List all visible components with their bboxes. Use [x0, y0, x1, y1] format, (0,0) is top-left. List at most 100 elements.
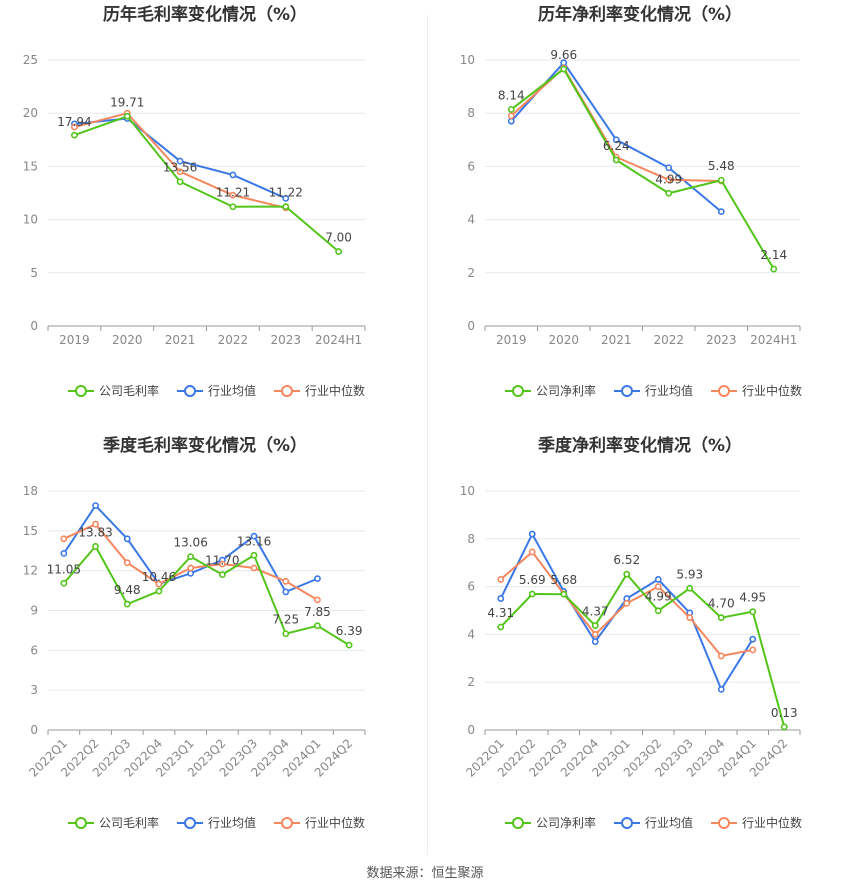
- legend-label: 公司净利率: [536, 383, 596, 398]
- data-label: 4.99: [645, 590, 672, 604]
- legend-label: 行业均值: [645, 383, 693, 398]
- legend-swatch-marker: [718, 817, 730, 829]
- x-tick-label: 2022: [653, 333, 684, 347]
- data-point-0: [229, 203, 237, 211]
- chart-panel-annual-gross-margin: 历年毛利率变化情况（%） 0 5 10 15 20 25 2019 2020 2021 2022 20…: [0, 0, 425, 420]
- data-point-2: [686, 614, 694, 622]
- data-label: 6.24: [603, 139, 630, 153]
- chart-panel-annual-net-margin: 历年净利率变化情况（%） 0 2 4 6 8 10 2019 2020 2021 2022 2023 2…: [430, 0, 850, 420]
- data-point-1: [92, 502, 99, 510]
- data-point-2: [123, 559, 131, 567]
- data-point-0: [123, 112, 131, 120]
- y-tick-label: 0: [30, 319, 38, 333]
- legend-item-0: 公司毛利率: [68, 815, 159, 830]
- x-tick-label: 2024H1: [315, 333, 362, 347]
- legend-label: 公司毛利率: [99, 383, 159, 398]
- chart-quarterly-net-margin: 季度净利率变化情况（%）02468102022Q12022Q22022Q3202…: [460, 435, 802, 830]
- y-tick-label: 4: [467, 213, 475, 227]
- data-point-2: [654, 583, 662, 590]
- y-tick-label: 25: [23, 53, 38, 67]
- y-tick-label: 0: [30, 723, 38, 737]
- legend-label: 行业均值: [645, 815, 693, 830]
- data-point-0: [314, 622, 321, 630]
- data-point-1: [123, 535, 131, 543]
- legend-swatch-marker: [281, 385, 293, 397]
- legend-label: 行业中位数: [305, 383, 365, 398]
- data-label: 4.95: [739, 591, 766, 605]
- legend-swatch-marker: [621, 817, 633, 829]
- data-point-0: [123, 600, 131, 608]
- data-label: 2.14: [760, 248, 787, 262]
- y-tick-label: 12: [23, 564, 38, 578]
- legend-swatch-marker: [184, 817, 196, 829]
- data-label: 13.83: [78, 525, 112, 539]
- x-tick-label: 2019: [59, 333, 90, 347]
- data-point-0: [345, 641, 353, 649]
- x-tick-label: 2020: [548, 333, 579, 347]
- legend-item-2: 行业中位数: [274, 815, 365, 830]
- data-label: 13.06: [173, 536, 207, 550]
- y-tick-label: 2: [467, 266, 475, 280]
- data-point-0: [250, 551, 258, 559]
- legend-swatch-marker: [718, 385, 730, 397]
- data-point-2: [497, 576, 505, 583]
- data-label: 7.25: [272, 613, 299, 627]
- legend-swatch-marker: [621, 385, 633, 397]
- y-tick-label: 6: [467, 580, 475, 594]
- data-point-0: [507, 106, 515, 113]
- y-tick-label: 15: [23, 524, 38, 538]
- x-tick-label: 2024H1: [750, 333, 797, 347]
- y-tick-label: 10: [23, 213, 38, 227]
- series-line-0: [63, 544, 350, 647]
- data-label: 11.21: [216, 186, 250, 200]
- legend-item-2: 行业中位数: [274, 383, 365, 398]
- y-tick-label: 20: [23, 106, 38, 120]
- data-point-0: [654, 607, 662, 615]
- y-tick-label: 4: [467, 627, 475, 641]
- data-point-2: [623, 599, 631, 607]
- data-label: 11.05: [47, 562, 81, 576]
- legend-swatch-marker: [512, 385, 524, 397]
- data-point-1: [176, 157, 184, 165]
- data-point-1: [717, 685, 725, 693]
- y-tick-label: 2: [467, 675, 475, 689]
- data-point-1: [507, 117, 515, 125]
- data-label: 4.99: [655, 172, 682, 186]
- data-point-2: [749, 646, 757, 654]
- data-point-0: [335, 248, 342, 255]
- data-point-2: [187, 564, 195, 572]
- y-tick-label: 18: [23, 484, 38, 498]
- data-label: 4.31: [487, 606, 514, 620]
- data-label: 19.71: [110, 95, 144, 109]
- data-point-2: [528, 548, 536, 556]
- data-label: 17.94: [57, 115, 91, 129]
- legend-swatch-marker: [281, 817, 293, 829]
- data-point-2: [60, 535, 68, 543]
- data-label: 5.69: [519, 573, 546, 587]
- legend-item-0: 公司净利率: [505, 815, 596, 830]
- legend-label: 行业中位数: [742, 815, 802, 830]
- data-point-1: [612, 136, 620, 144]
- data-point-0: [92, 542, 99, 550]
- legend-item-1: 行业均值: [614, 815, 693, 830]
- legend-swatch-marker: [512, 817, 524, 829]
- data-point-2: [314, 596, 321, 604]
- chart-title: 历年毛利率变化情况（%）: [103, 4, 307, 25]
- data-label: 5.93: [676, 567, 703, 581]
- data-point-0: [770, 265, 778, 273]
- data-point-2: [507, 112, 515, 120]
- data-label: 4.70: [708, 597, 735, 611]
- legend-item-0: 公司净利率: [505, 383, 596, 398]
- x-tick-label: 2020: [112, 333, 143, 347]
- data-point-1: [60, 550, 68, 557]
- legend-swatch-marker: [75, 385, 87, 397]
- data-point-1: [229, 171, 237, 179]
- data-point-0: [623, 570, 631, 578]
- data-point-0: [497, 623, 505, 631]
- x-tick-label: 2021: [165, 333, 196, 347]
- data-point-1: [717, 208, 725, 216]
- data-point-2: [229, 191, 237, 199]
- data-point-1: [591, 638, 599, 645]
- data-label: 9.66: [550, 48, 577, 62]
- data-label: 5.68: [550, 573, 577, 587]
